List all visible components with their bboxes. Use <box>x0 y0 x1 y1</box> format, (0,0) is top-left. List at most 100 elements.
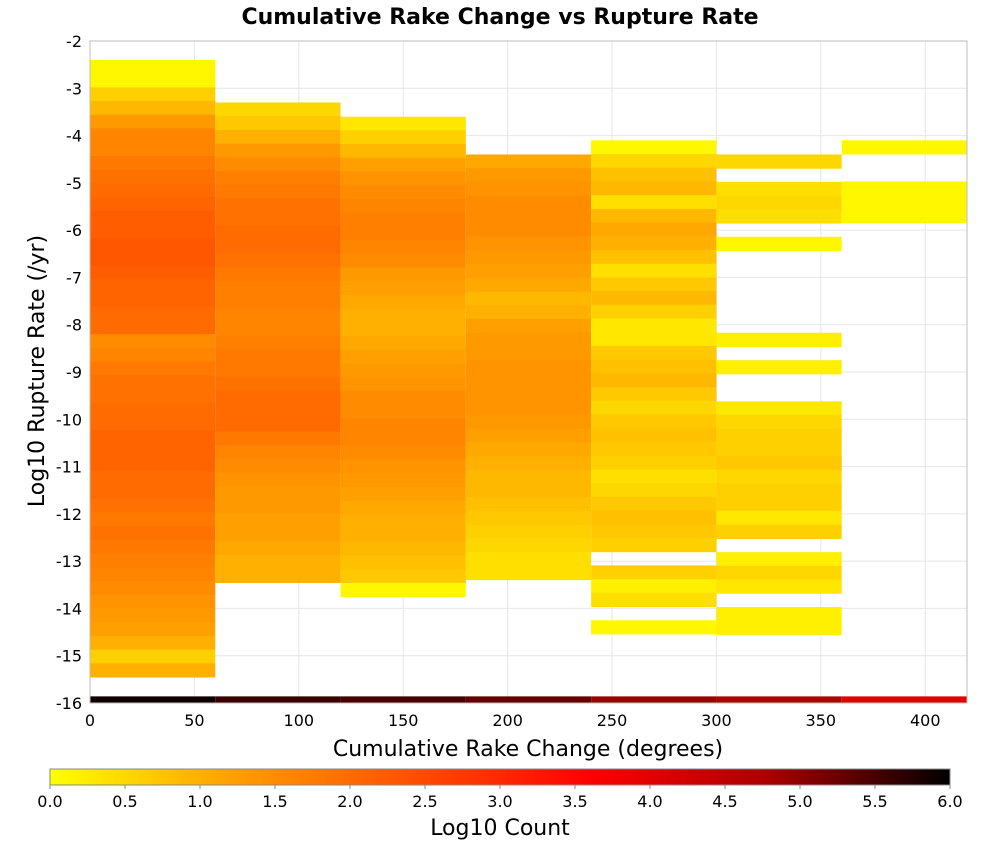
colorbar-label: Log10 Count <box>430 816 570 841</box>
heatmap-cell <box>340 390 466 406</box>
heatmap-cell <box>465 511 592 526</box>
y-tick-label: -7 <box>66 268 82 287</box>
heatmap-cell <box>340 500 466 515</box>
heatmap-cell <box>591 496 717 512</box>
heatmap-cell <box>90 347 216 363</box>
heatmap-cell <box>90 334 216 349</box>
heatmap-cell <box>340 582 466 598</box>
heatmap-cell <box>465 442 592 457</box>
heatmap-cell <box>340 267 466 282</box>
heatmap-cell <box>465 305 592 320</box>
heatmap-cell <box>90 224 216 239</box>
heatmap-cell <box>340 130 466 145</box>
heatmap-cell <box>716 524 842 539</box>
colorbar-ticks: 0.0 0.5 1.0 1.5 2.0 2.5 3.0 3.5 4.0 4.5 5.0 5.5 6.0 <box>37 785 963 811</box>
x-tick-label: 100 <box>284 711 315 730</box>
heatmap-cell <box>340 528 466 543</box>
heatmap-cell <box>465 483 592 498</box>
heatmap-cell <box>215 486 341 501</box>
heatmap-cell <box>90 471 216 486</box>
colorbar-tick-label: 6.0 <box>937 792 962 811</box>
y-tick-label: -16 <box>56 694 82 713</box>
heatmap-cell <box>716 469 842 485</box>
heatmap-cell <box>591 510 717 525</box>
heatmap-cell <box>90 361 216 376</box>
heatmap-cell <box>215 472 341 487</box>
heatmap-cell <box>90 581 216 596</box>
heatmap-cell <box>591 441 717 457</box>
heatmap-cell <box>90 485 216 500</box>
heatmap-cell <box>340 240 466 255</box>
colorbar-tick-label: 1.0 <box>187 792 212 811</box>
heatmap-cell <box>340 432 466 447</box>
heatmap-cell <box>716 620 842 635</box>
heatmap-cell <box>716 209 842 224</box>
heatmap-cell <box>716 607 842 622</box>
heatmap-cell <box>465 401 592 416</box>
heatmap-cell <box>215 253 341 268</box>
heatmap-cell <box>340 349 466 364</box>
heatmap-cell <box>215 696 341 704</box>
heatmap-cell <box>716 236 842 251</box>
heatmap-cell <box>215 513 341 529</box>
heatmap-cell <box>465 387 592 402</box>
heatmap-cell <box>716 579 842 594</box>
heatmap-cell <box>465 209 592 224</box>
heatmap-cell <box>465 181 592 197</box>
colorbar-tick-label: 3.0 <box>487 792 512 811</box>
heatmap-cell <box>591 524 717 539</box>
heatmap-cell <box>591 345 717 361</box>
heatmap-cell <box>716 154 842 169</box>
heatmap-cell <box>90 306 216 321</box>
heatmap-cell <box>340 144 466 159</box>
heatmap-cell <box>465 277 592 293</box>
heatmap-cell <box>591 414 717 429</box>
heatmap-cell <box>90 114 216 129</box>
heatmap-cell <box>90 416 216 431</box>
heatmap-cell <box>591 154 717 169</box>
heatmap-cell <box>215 239 341 254</box>
heatmap-cell <box>340 198 466 214</box>
heatmap-cell <box>215 321 341 337</box>
plot-frame <box>89 40 968 704</box>
heatmap-cell <box>215 184 341 199</box>
colorbar-tick-label: 2.5 <box>412 792 437 811</box>
heatmap-cell <box>465 456 592 471</box>
heatmap-cell <box>591 195 717 210</box>
y-tick-label: -13 <box>56 552 82 571</box>
x-tick-label: 200 <box>492 711 523 730</box>
heatmap-cell <box>340 569 466 584</box>
colorbar-tick-label: 1.5 <box>262 792 287 811</box>
heatmap-cell <box>591 537 717 553</box>
heatmap-cell <box>465 538 592 553</box>
heatmap-cell <box>90 389 216 404</box>
heatmap-cell <box>90 635 216 651</box>
heatmap-cell <box>465 552 592 567</box>
heatmap-cell <box>215 129 341 145</box>
heatmap-cell <box>716 195 842 210</box>
heatmap-cell <box>340 696 466 704</box>
heatmap-cell <box>591 222 717 237</box>
heatmap-cell <box>215 431 341 446</box>
heatmap-cell <box>591 696 717 704</box>
heatmap-cell <box>215 335 341 350</box>
heatmap-cell <box>716 428 842 443</box>
heatmap-cell <box>591 428 717 443</box>
heatmap-cell <box>465 696 592 704</box>
colorbar-tick-label: 4.0 <box>637 792 662 811</box>
heatmap-cell <box>340 486 466 502</box>
heatmap-cell <box>90 87 216 102</box>
heatmap-cell <box>215 541 341 556</box>
heatmap-cell <box>465 223 592 238</box>
y-tick-label: -5 <box>66 174 82 193</box>
heatmap-cell <box>90 553 216 568</box>
y-tick-label: -8 <box>66 316 82 335</box>
heatmap-cell <box>215 198 341 213</box>
colorbar-tick-label: 3.5 <box>562 792 587 811</box>
heatmap-cell <box>716 181 842 197</box>
y-axis-label: Log10 Rupture Rate (/yr) <box>25 235 50 507</box>
heatmap-cell <box>215 527 341 542</box>
heatmap-cell <box>591 236 717 251</box>
heatmap-cell <box>215 171 341 186</box>
heatmap-cell <box>90 567 216 582</box>
